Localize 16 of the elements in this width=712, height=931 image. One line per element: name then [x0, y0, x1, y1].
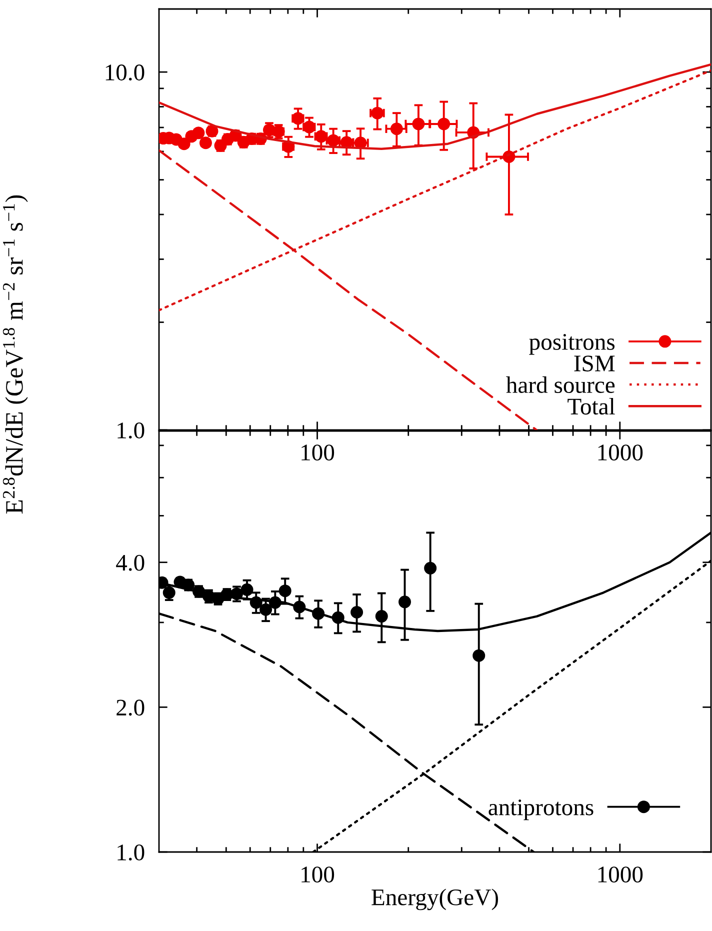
y-tick-label: 1.0 [118, 844, 144, 861]
legend-label: ISM [574, 356, 615, 372]
y-tick-label: 10.0 [106, 64, 144, 81]
x-tick-label: 1000 [598, 444, 643, 461]
text: E$^{2.8}$dN/dE (GeV$^{1.8}$ m$^{−2}$ sr$^{−1}$ s$^{−1}$) [2, 195, 28, 514]
y-tick-label: 4.0 [116, 554, 144, 571]
legend-label: hard source [506, 376, 615, 394]
x-tick-label: 100 [302, 866, 334, 883]
y-tick-label: 2.0 [116, 700, 144, 716]
x-tick-label: 1000 [598, 866, 643, 883]
legend-label: antiprotons [488, 799, 594, 820]
legend-label: Total [568, 398, 615, 415]
y-tick-label: 1.0 [118, 422, 144, 439]
x-axis-title: Energy(GeV) [372, 888, 498, 910]
legend-label: positrons [529, 334, 615, 355]
x-tick-label: 100 [302, 444, 334, 461]
